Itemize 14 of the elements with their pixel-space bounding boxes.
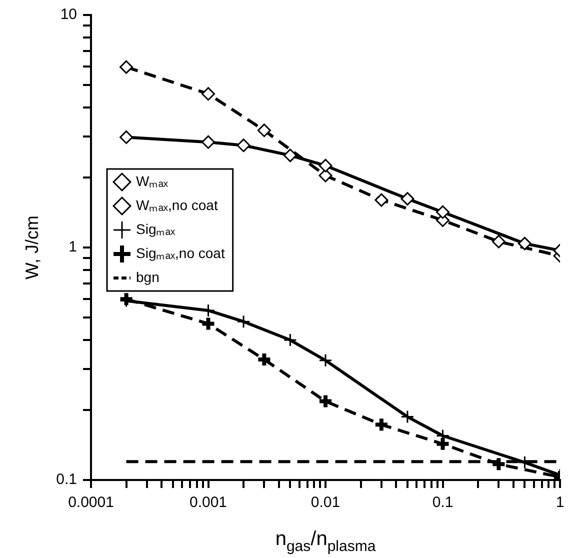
legend-label: bgn bbox=[136, 268, 160, 285]
x-tick-label: 1 bbox=[556, 494, 564, 512]
x-tick-label: 0.01 bbox=[310, 494, 340, 512]
y-tick-label: 1 bbox=[68, 238, 77, 256]
x-tick-label: 0.0001 bbox=[68, 494, 114, 512]
legend-label: Sigₘₐₓ bbox=[136, 220, 176, 237]
legend-label: Sigₘₐₓ,no coat bbox=[136, 244, 225, 261]
legend-label: Wₘₐₓ bbox=[136, 172, 168, 189]
x-tick-label: 0.001 bbox=[189, 494, 228, 512]
legend-label: Wₘₐₓ,no coat bbox=[136, 196, 218, 213]
y-tick-label: 0.1 bbox=[56, 471, 77, 488]
y-axis-title: W, J/cm bbox=[22, 215, 42, 280]
y-tick-label: 10 bbox=[60, 6, 77, 24]
x-tick-label: 0.1 bbox=[432, 494, 454, 512]
